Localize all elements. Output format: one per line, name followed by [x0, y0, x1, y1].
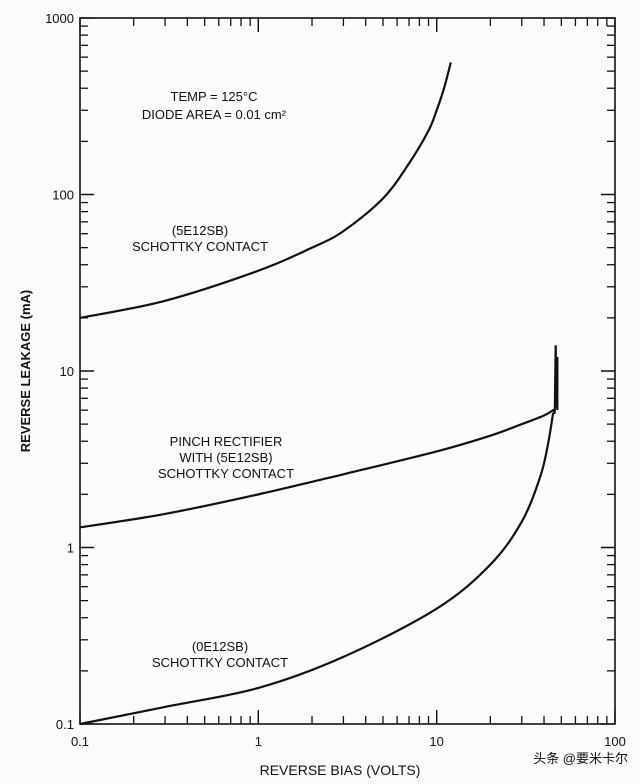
label-a-1: (5E12SB): [172, 223, 228, 238]
y-tick-label: 10: [60, 364, 74, 379]
label-b-3: SCHOTTKY CONTACT: [158, 466, 294, 481]
x-axis-label: REVERSE BIAS (VOLTS): [260, 762, 421, 778]
watermark: 头条 @要米卡尔: [533, 751, 628, 766]
x-tick-label: 1: [255, 734, 262, 749]
label-c-2: SCHOTTKY CONTACT: [152, 655, 288, 670]
y-axis-label: REVERSE LEAKAGE (mA): [18, 290, 33, 453]
tick-labels: 0.1 1 10 100 0.1 1 10 100 1000: [45, 11, 626, 749]
y-tick-label: 0.1: [56, 717, 74, 732]
axis-ticks: [79, 17, 616, 725]
y-tick-label: 1000: [45, 11, 74, 26]
label-a-2: SCHOTTKY CONTACT: [132, 239, 268, 254]
curves: [79, 62, 559, 726]
x-tick-label: 100: [604, 734, 626, 749]
y-tick-label: 1: [67, 541, 74, 556]
plot-frame: [79, 17, 616, 725]
label-c-1: (0E12SB): [192, 639, 248, 654]
y-tick-label: 100: [52, 188, 74, 203]
annotation-conditions-2: DIODE AREA = 0.01 cm²: [142, 107, 287, 122]
series-line-3: [79, 412, 555, 726]
series-line-2: [79, 345, 559, 529]
label-b-2: WITH (5E12SB): [179, 450, 272, 465]
x-tick-label: 0.1: [71, 734, 89, 749]
annotation-conditions-1: TEMP = 125°C: [171, 89, 258, 104]
series-line-1: [79, 62, 452, 319]
label-b-1: PINCH RECTIFIER: [170, 434, 283, 449]
x-tick-label: 10: [429, 734, 443, 749]
